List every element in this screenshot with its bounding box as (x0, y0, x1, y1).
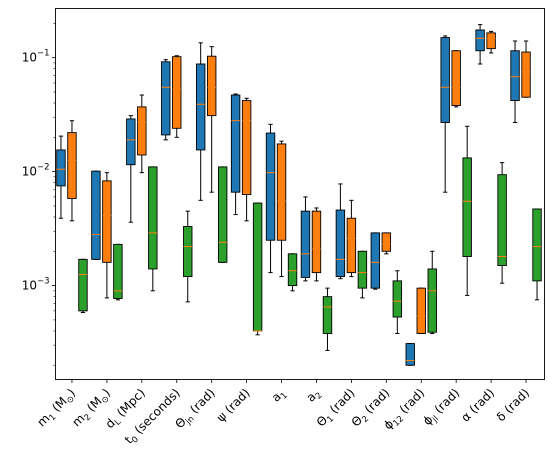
box-rect (195, 63, 206, 151)
box-group (346, 199, 357, 278)
box-group (195, 42, 206, 201)
boxes-layer (56, 24, 542, 366)
box-group (451, 50, 461, 108)
box-group (183, 210, 193, 303)
x-tick-label: a1 (269, 386, 290, 407)
box-group (161, 59, 171, 141)
box-group (405, 343, 415, 366)
box-rect (78, 258, 88, 312)
x-tick-label: ψ (rad) (214, 386, 253, 425)
box-rect (427, 268, 437, 333)
box-rect (265, 132, 276, 241)
box-rect (217, 166, 228, 263)
y-tick-label: 10−3 (22, 277, 50, 293)
box-group (217, 166, 228, 263)
box-rect (381, 232, 392, 252)
x-tick-label: m1 (M⊙) (34, 386, 80, 432)
box-group (265, 123, 276, 274)
box-rect (392, 280, 403, 318)
y-tick-label: 10−2 (22, 163, 50, 179)
y-tick-label: 10−1 (22, 49, 50, 65)
box-group (357, 250, 368, 299)
box-rect (497, 174, 507, 266)
box-rect (440, 37, 450, 123)
x-axis: m1 (M⊙)m2 (M⊙)dL (Mpc)t0 (seconds)Θjn (r… (34, 379, 532, 447)
box-group (335, 183, 346, 280)
box-rect (521, 51, 531, 98)
box-group (322, 287, 333, 351)
x-tick-label: δ (rad) (494, 386, 532, 424)
box-group (56, 135, 66, 219)
box-rect (252, 202, 263, 332)
box-group (126, 115, 136, 223)
box-rect (451, 50, 461, 107)
box-rect (183, 226, 193, 278)
box-group (381, 232, 392, 255)
plot-frame (55, 8, 545, 380)
box-group (67, 120, 77, 222)
box-group (521, 40, 531, 98)
box-rect (486, 32, 496, 50)
x-tick-label: a2 (304, 386, 325, 407)
box-rect (56, 149, 66, 187)
box-rect (462, 157, 472, 257)
box-group (510, 40, 520, 123)
box-rect (113, 243, 123, 299)
box-group (497, 162, 507, 284)
box-group (427, 250, 437, 334)
box-group (486, 30, 496, 54)
box-rect (416, 287, 426, 334)
box-group (370, 232, 381, 290)
box-group (206, 46, 217, 193)
box-rect (335, 209, 346, 278)
box-rect (241, 100, 252, 195)
box-rect (91, 170, 101, 260)
box-group (78, 258, 88, 314)
box-rect (475, 29, 485, 52)
box-group (300, 196, 311, 282)
box-rect (322, 296, 333, 334)
box-group (252, 202, 263, 336)
box-rect (102, 180, 112, 263)
box-rect (300, 210, 311, 278)
box-group (91, 170, 101, 260)
box-rect (510, 50, 520, 102)
box-group (230, 93, 241, 216)
box-group (311, 207, 322, 282)
box-rect (230, 94, 241, 193)
box-group (113, 243, 123, 301)
box-group (102, 172, 112, 299)
x-tick-label: ϕjl (rad) (420, 386, 464, 430)
box-rect (370, 232, 381, 289)
box-group (148, 166, 158, 292)
box-group (276, 140, 287, 278)
box-rect (405, 343, 415, 366)
box-group (416, 287, 426, 334)
box-rect (532, 208, 542, 282)
box-rect (67, 132, 77, 200)
box-group (462, 125, 472, 296)
box-rect (126, 118, 136, 166)
box-rect (148, 166, 158, 270)
x-tick-label: α (rad) (458, 386, 497, 425)
box-rect (137, 106, 147, 156)
box-group (392, 270, 403, 334)
box-rect (206, 55, 217, 117)
box-rect (287, 253, 298, 287)
box-rect (172, 56, 182, 129)
box-group (137, 94, 147, 174)
box-group (475, 24, 485, 65)
box-rect (161, 61, 171, 136)
box-rect (346, 217, 357, 274)
box-rect (357, 250, 368, 289)
box-group (241, 97, 252, 222)
y-axis: 10−3 10−2 10−1 (22, 23, 56, 366)
box-group (532, 208, 542, 301)
box-rect (276, 143, 287, 241)
box-group (172, 55, 182, 138)
box-group (440, 35, 450, 193)
box-group (287, 253, 298, 292)
box-rect (311, 210, 322, 274)
